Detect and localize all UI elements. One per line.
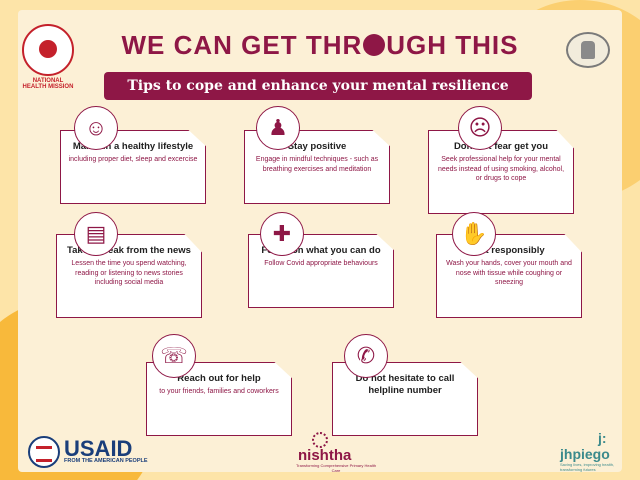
tip-desc: including proper diet, sleep and excerci…: [68, 156, 198, 163]
nhm-logo-text: NATIONAL HEALTH MISSION: [22, 78, 74, 90]
tip-title: Do not hesitate to call helpline number: [355, 373, 455, 396]
tip-card: Don't let fear get you Seek professional…: [428, 130, 574, 214]
tip-desc: to your friends, families and coworkers: [159, 388, 279, 395]
title-part-1: WE CAN GET THR: [121, 30, 363, 60]
jhpiego-logo: jhpiego: [560, 446, 610, 462]
tip-title: Don't let fear get you: [453, 141, 549, 152]
title-part-2: UGH THIS: [386, 30, 519, 60]
tip-desc: Lessen the time you spend watching, read…: [71, 260, 187, 286]
hand-wash-icon: ✋: [452, 212, 496, 256]
protective-gear-icon: ✚: [260, 212, 304, 256]
phone-plus-icon: ✆: [344, 334, 388, 378]
tip-title: Focus on what you can do: [261, 245, 381, 256]
chat-bubble-icon: ☏: [152, 334, 196, 378]
state-emblem-icon: [566, 32, 610, 68]
usaid-tagline: FROM THE AMERICAN PEOPLE: [64, 458, 148, 464]
tip-title: Stay positive: [287, 141, 347, 152]
tip-title: Maintain a healthy lifestyle: [72, 141, 194, 152]
tip-title: Act responsibly: [473, 245, 545, 256]
tip-card: Stay positive Engage in mindful techniqu…: [244, 130, 390, 204]
tip-title: Reach out for help: [177, 373, 261, 384]
tip-title: Take a break from the news: [67, 245, 191, 256]
meditation-person-icon: ☺: [74, 106, 118, 150]
worried-person-icon: ☹: [458, 106, 502, 150]
nishtha-tagline: Transforming Comprehensive Primary Healt…: [295, 463, 377, 473]
page-title: WE CAN GET THR UGH THIS: [80, 30, 560, 61]
usaid-seal-icon: [28, 436, 60, 468]
nhm-logo-icon: [22, 24, 74, 76]
news-icon: ▤: [74, 212, 118, 256]
tip-card: Focus on what you can do Follow Covid ap…: [248, 234, 394, 308]
jhpiego-tagline: Saving lives, improving health, transfor…: [560, 462, 615, 472]
subtitle-banner: Tips to cope and enhance your mental res…: [104, 72, 532, 100]
head-icon: [363, 34, 386, 56]
tip-desc: Wash your hands, cover your mouth and no…: [446, 260, 572, 286]
jhpiego-mark-icon: j:: [598, 430, 607, 446]
nishtha-icon: [312, 432, 328, 448]
tip-desc: Engage in mindful techniques - such as b…: [255, 156, 379, 173]
nishtha-logo: nishtha: [298, 447, 352, 464]
yoga-pose-icon: ♟: [256, 106, 300, 150]
tip-desc: Seek professional help for your mental n…: [437, 156, 565, 182]
tip-card: Reach out for help to your friends, fami…: [146, 362, 292, 436]
tip-desc: Follow Covid appropriate behaviours: [264, 260, 378, 267]
usaid-logo: USAID: [64, 436, 133, 461]
